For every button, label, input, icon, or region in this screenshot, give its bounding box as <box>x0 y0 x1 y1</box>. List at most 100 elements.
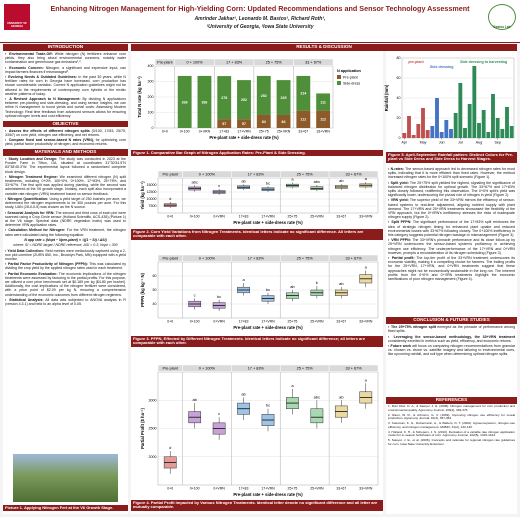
bullet-mark: ▪ <box>5 271 8 276</box>
bullet: ▪ Assess the effects of different nitrog… <box>5 129 126 137</box>
y-tick-label: 50 <box>153 288 157 292</box>
section-heading: CONCLUSION & FUTURE STUDIES <box>386 317 517 324</box>
bullet-text: In the past 30 years, while N fertilizer… <box>5 75 126 96</box>
rain-bar <box>439 132 444 138</box>
rain-bar <box>486 132 491 138</box>
y-tick-label: 40 <box>153 302 157 306</box>
bullet-lead: Evolving Needs & Outdated Guidelines: <box>8 75 77 80</box>
x-tick-label: 17+83 <box>239 215 249 219</box>
bar-segment <box>316 110 331 128</box>
rain-bar <box>491 94 495 138</box>
panel-label: 17 + 83% <box>248 173 265 177</box>
x-tick-label: 33+67 <box>298 130 308 134</box>
y-tick-label: 60 <box>153 274 157 278</box>
bullet: ▪ Leveraging the sensor-based methodolog… <box>388 335 515 343</box>
significance-letter: a <box>291 176 294 181</box>
bullet: ▪ Partial profit: The top-tier profit of… <box>388 256 515 281</box>
bullet-text: This was calculated by dividing the crop… <box>5 262 126 271</box>
bullet: ▪ Future work will focus on comparing ni… <box>388 344 515 356</box>
bullet: ▪ Statistical Analysis: All data was sub… <box>5 298 126 306</box>
bullet: ▪ Calculation Method for Nitrogen: For t… <box>5 228 126 236</box>
bar-value-label: 278 <box>221 96 227 100</box>
x-tick-label: 33+VRN <box>359 215 373 219</box>
x-axis-title: Pre-plant rate + side-dress rate (%) <box>233 325 303 330</box>
x-tick-label: 17+83 <box>239 487 249 491</box>
y-tick-label: 3000 <box>149 398 157 402</box>
figure-caption: Figure 5. April-September Rainfall patte… <box>386 152 517 163</box>
y-axis-title: PFPN (kg kg⁻¹ N) <box>140 272 145 306</box>
x-tick-label: 33+67 <box>336 215 346 219</box>
significance-letter: bc <box>266 287 270 292</box>
y-tick-label: 60 <box>397 76 401 80</box>
x-tick-label: 0+VRN <box>213 487 225 491</box>
bullet-mark: ▪ <box>5 297 10 302</box>
x-tick-label: 17+83 <box>239 320 249 324</box>
panel-label: 0 + 100% <box>199 173 216 177</box>
bullet-text: emerged as the pinnacle of performance a… <box>388 325 515 334</box>
rain-bar <box>477 123 481 138</box>
rain-bar <box>481 110 486 138</box>
bullet-mark: ▪ <box>388 167 391 171</box>
significance-letter: bc <box>266 180 270 185</box>
significance-letter: ab <box>339 394 344 399</box>
bar-segment <box>197 75 212 128</box>
bullet: ▪ Study Location and Design: The study w… <box>5 157 126 174</box>
legend-title: N application <box>337 69 362 73</box>
bullet-text: While nitrogen (N) fertilizers enhance c… <box>5 52 126 65</box>
bullet-text: The sensor-based approach led to decreas… <box>388 167 515 180</box>
objective-text: ▪ Assess the effects of different nitrog… <box>3 127 128 149</box>
bullet-lead: Statistical Analysis: <box>9 297 44 302</box>
bullet: ▪ The 25+75% nitrogen split emerged as t… <box>388 325 515 333</box>
bullet-text: All data was subjected to ANOVA analysis… <box>5 297 126 307</box>
x-tick-label: 0+100 <box>190 487 200 491</box>
x-tick-label: 25+VRN <box>310 320 324 324</box>
section-heading: RESULTS & DISCUSSION <box>131 44 517 51</box>
bullet-mark: ▪ <box>5 196 8 201</box>
stage-label: Side dressing <box>430 65 454 69</box>
x-tick-label: 17+VRN <box>237 130 251 134</box>
x-tick-label: 25+VRN <box>310 487 324 491</box>
bullet-mark: ▪ <box>388 180 391 185</box>
x-tick-label: 0+100 <box>190 215 200 219</box>
stage-label: Side dressing to harvesting <box>460 60 507 64</box>
bullet-text: The 33+VRN's pinnacle performance and it… <box>388 238 515 255</box>
panel-strip <box>328 170 379 178</box>
x-tick-label: Jun <box>439 141 445 145</box>
bullet: ▪ Evolving Needs & Outdated Guidelines: … <box>5 75 126 96</box>
bar-value-label: 225 <box>281 96 287 100</box>
y-tick-label: 12500 <box>147 190 157 194</box>
significance-letter: d <box>169 196 171 201</box>
bar-segment <box>237 80 251 120</box>
y-tick-label: 80 <box>397 56 401 60</box>
bar-segment <box>296 75 311 111</box>
x-tick-label: 0+VRN <box>213 320 225 324</box>
x-axis-title: Pre-plant rate + side-dress rate (%) <box>233 220 303 225</box>
bullet-text: consistently excelled in metrics such as… <box>388 338 512 343</box>
bullet-lead: Economic Concern: <box>9 65 44 70</box>
bullet-mark: ▪ <box>5 174 9 179</box>
y-axis-title: Rainfall (mm) <box>384 84 389 111</box>
x-tick-label: 25+VRN <box>310 215 324 219</box>
rain-bar <box>407 116 411 138</box>
x-tick-label: 0+100 <box>180 130 190 134</box>
bar-value-label: 57 <box>222 122 226 126</box>
bar-value-label: 111 <box>320 100 326 104</box>
bullet: ▪ N-rates: The sensor-based approach led… <box>388 167 515 179</box>
rain-bar <box>453 113 458 138</box>
methods-text: ▪ Study Location and Design: The study w… <box>3 156 128 309</box>
x-tick-label: 0+0 <box>167 320 173 324</box>
reference: 2. Raun, W. R., & Johnson, G. V. (1999).… <box>388 412 515 421</box>
x-tick-label: May <box>420 141 427 145</box>
y-tick-label: 300 <box>148 80 154 84</box>
bar-value-label: 84 <box>262 120 266 124</box>
rain-bar <box>421 108 425 138</box>
x-tick-label: Apr <box>402 141 408 145</box>
x-tick-label: 25+VRN <box>277 130 291 134</box>
figure-caption: Figure 1. Comparative Bar Graph of Nitro… <box>131 150 383 157</box>
section-heading: REFERENCES <box>386 397 517 404</box>
rain-bar <box>402 133 407 138</box>
bullet-mark: ▪ <box>5 52 10 56</box>
x-tick-label: 0+0 <box>167 215 173 219</box>
rain-bar <box>472 66 477 138</box>
y-axis-title: Total N rate (kg ha⁻¹) <box>137 76 142 118</box>
